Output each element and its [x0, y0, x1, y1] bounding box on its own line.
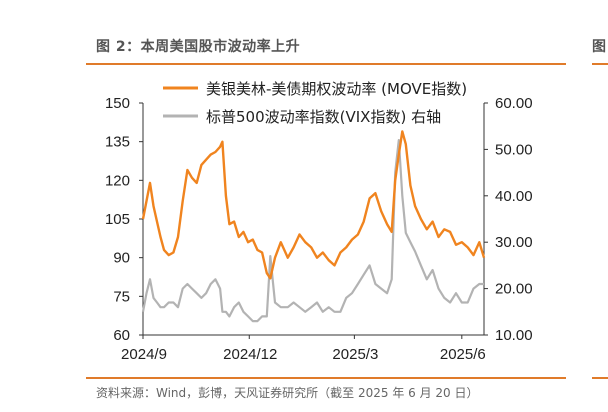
next-figure-title-fragment: 图 — [592, 39, 606, 55]
y-left-tick-label: 105 — [105, 211, 130, 228]
move-index-line — [141, 130, 486, 280]
x-tick-label: 2025/6 — [440, 346, 486, 363]
y-right-tick-label: 10.00 — [495, 327, 533, 344]
y-left-tick-label: 150 — [105, 95, 130, 112]
y-right-tick-label: 20.00 — [495, 281, 533, 298]
y-left-tick-label: 75 — [113, 288, 130, 305]
vix-index-line — [141, 139, 484, 323]
y-right-tick-label: 30.00 — [495, 234, 533, 251]
y-left-tick-label: 90 — [113, 250, 130, 267]
legend-label-vix: 标普500波动率指数(VIX指数) 右轴 — [206, 108, 441, 126]
x-tick-label: 2024/9 — [121, 346, 167, 363]
title-divider — [86, 63, 566, 65]
y-right-tick-label: 60.00 — [495, 95, 533, 112]
figure-title: 图 2：本周美国股市波动率上升 — [96, 39, 301, 55]
source-divider — [86, 377, 566, 379]
x-tick-label: 2025/3 — [332, 346, 378, 363]
y-left-tick-label: 135 — [105, 134, 130, 151]
y-right-tick-label: 50.00 — [495, 141, 533, 158]
legend-label-move: 美银美林-美债期权波动率 (MOVE指数) — [206, 80, 467, 98]
y-left-tick-label: 60 — [113, 327, 130, 344]
y-right-tick-label: 40.00 — [495, 188, 533, 205]
next-figure-bottom-divider — [592, 377, 608, 379]
next-figure-divider — [592, 63, 608, 65]
y-left-tick-label: 120 — [105, 172, 130, 189]
source-note: 资料来源：Wind，彭博，天风证券研究所（截至 2025 年 6 月 20 日） — [96, 386, 479, 400]
x-tick-label: 2024/12 — [223, 346, 277, 363]
